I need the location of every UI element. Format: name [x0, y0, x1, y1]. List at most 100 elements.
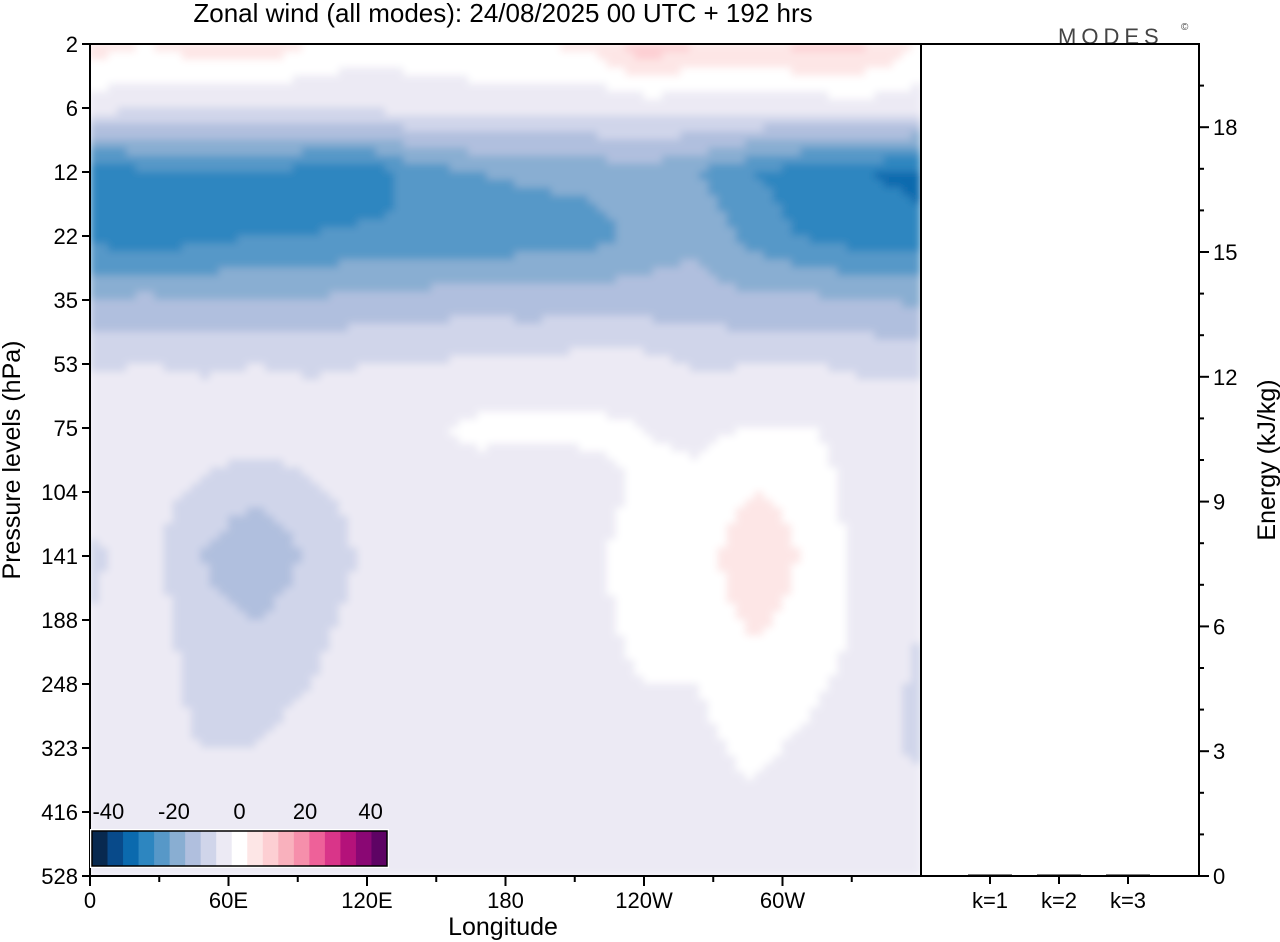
heatmap-cell [745, 267, 756, 277]
heatmap-cell [606, 475, 617, 485]
heatmap-cell [828, 475, 839, 485]
heatmap-cell [107, 467, 119, 477]
heatmap-cell [154, 203, 165, 213]
heatmap-cell [763, 371, 774, 381]
heatmap-cell [652, 59, 663, 69]
heatmap-cell [818, 91, 830, 101]
heatmap-cell [551, 299, 562, 309]
heatmap-cell [301, 443, 313, 453]
heatmap-cell [865, 347, 876, 357]
heatmap-cell [98, 139, 109, 149]
heatmap-cell [560, 155, 571, 165]
heatmap-cell [717, 203, 728, 213]
heatmap-cell [209, 235, 220, 245]
heatmap-cell [874, 163, 885, 173]
heatmap-cell [495, 211, 506, 221]
heatmap-cell [237, 419, 248, 429]
heatmap-cell [745, 475, 756, 485]
heatmap-cell [246, 283, 257, 293]
heatmap-cell [384, 139, 396, 149]
heatmap-cell [412, 83, 423, 93]
heatmap-cell [837, 467, 848, 477]
heatmap-cell [828, 139, 839, 149]
heatmap-cell [495, 91, 506, 101]
heatmap-cell [837, 171, 848, 181]
heatmap-cell [615, 203, 627, 213]
heatmap-cell [154, 219, 165, 229]
heatmap-cell [615, 267, 627, 277]
heatmap-cell [292, 443, 303, 453]
heatmap-cell [532, 419, 543, 429]
heatmap-cell [588, 387, 599, 397]
heatmap-cell [772, 139, 783, 149]
heatmap-cell [200, 451, 211, 461]
heatmap-cell [440, 339, 451, 349]
heatmap-cell [449, 427, 460, 437]
heatmap-cell [394, 411, 405, 421]
heatmap-cell [468, 179, 479, 189]
heatmap-cell [726, 235, 737, 245]
heatmap-cell [144, 259, 156, 269]
heatmap-cell [551, 339, 562, 349]
heatmap-cell [763, 339, 774, 349]
heatmap-cell [126, 195, 137, 205]
heatmap-cell [163, 235, 174, 245]
heatmap-cell [726, 99, 737, 109]
heatmap-cell [837, 451, 848, 461]
heatmap-cell [301, 75, 313, 85]
heatmap-cell [588, 91, 599, 101]
heatmap-cell [634, 107, 645, 117]
heatmap-cell [181, 51, 193, 61]
heatmap-cell [708, 411, 719, 421]
heatmap-cell [597, 355, 608, 365]
heatmap-cell [911, 459, 921, 469]
heatmap-cell [874, 275, 885, 285]
heatmap-cell [255, 243, 266, 253]
heatmap-cell [772, 315, 783, 325]
heatmap-cell [348, 419, 359, 429]
heatmap-cell [754, 331, 765, 341]
heatmap-cell [523, 347, 534, 357]
heatmap-cell [348, 131, 359, 141]
heatmap-cell [809, 363, 820, 373]
heatmap-cell [421, 187, 433, 197]
heatmap-cell [643, 83, 654, 93]
heatmap-cell [800, 403, 811, 413]
heatmap-cell [754, 163, 765, 173]
heatmap-cell [181, 187, 193, 197]
heatmap-cell [754, 67, 765, 77]
heatmap-cell [403, 163, 414, 173]
heatmap-cell [541, 403, 553, 413]
heatmap-cell [311, 75, 322, 85]
heatmap-cell [283, 419, 294, 429]
heatmap-cell [569, 427, 580, 437]
heatmap-cell [523, 139, 534, 149]
heatmap-cell [855, 395, 867, 405]
heatmap-cell [883, 467, 894, 477]
heatmap-cell [283, 435, 294, 445]
heatmap-cell [477, 235, 488, 245]
heatmap-cell [588, 67, 599, 77]
heatmap-cell [495, 179, 506, 189]
heatmap-cell [597, 171, 608, 181]
heatmap-cell [320, 275, 331, 285]
heatmap-cell [458, 331, 470, 341]
heatmap-cell [523, 99, 534, 109]
heatmap-cell [551, 99, 562, 109]
heatmap-cell [348, 395, 359, 405]
heatmap-cell [625, 115, 636, 125]
heatmap-cell [883, 227, 894, 237]
heatmap-cell [689, 283, 700, 293]
heatmap-cell [486, 395, 497, 405]
heatmap-cell [606, 123, 617, 133]
heatmap-cell [671, 123, 682, 133]
heatmap-cell [449, 275, 460, 285]
heatmap-cell [329, 291, 340, 301]
heatmap-cell [154, 339, 165, 349]
heatmap-cell [634, 283, 645, 293]
heatmap-cell [384, 163, 396, 173]
heatmap-cell [541, 475, 553, 485]
heatmap-cell [200, 411, 211, 421]
heatmap-cell [218, 427, 229, 437]
heatmap-cell [375, 219, 386, 229]
